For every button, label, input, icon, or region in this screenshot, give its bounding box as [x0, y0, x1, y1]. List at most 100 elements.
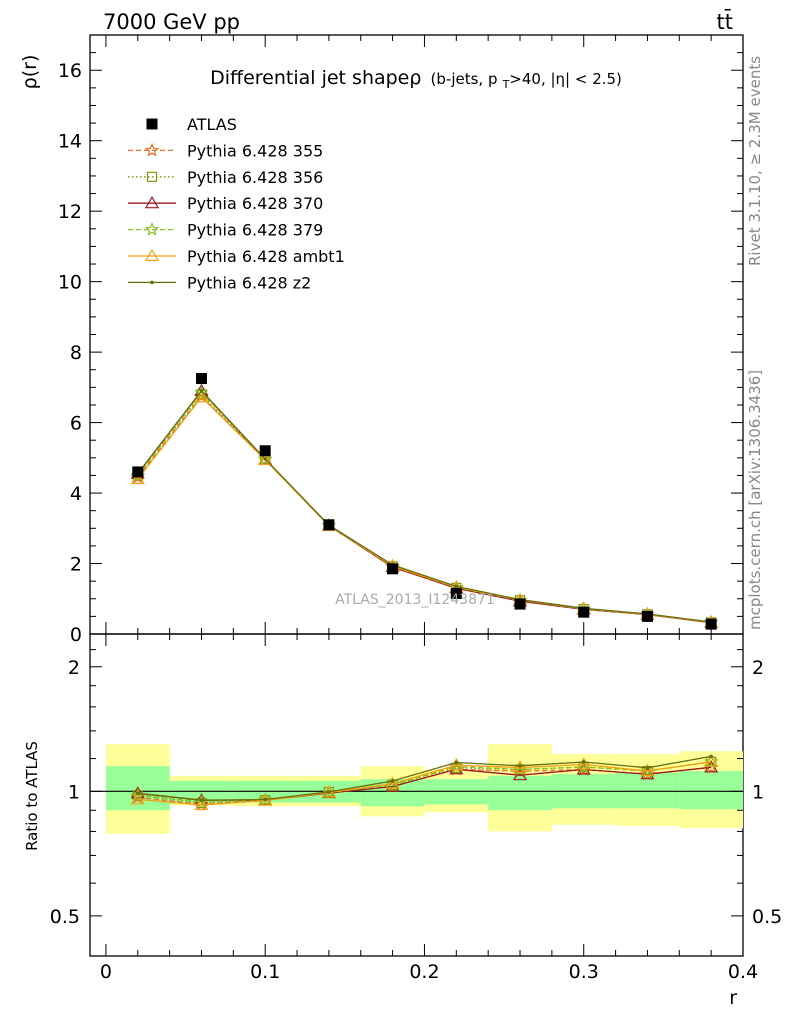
- data-point: [641, 610, 653, 622]
- x-tick-label: 0.4: [728, 961, 758, 983]
- chart-title-main: Differential jet shapeρ: [210, 67, 421, 89]
- y-tick-label: 2: [70, 554, 82, 576]
- series-marker-ratio: [130, 792, 145, 805]
- series-marker-main: [263, 457, 267, 461]
- legend-marker: [144, 142, 160, 157]
- x-tick-label: 0: [100, 961, 112, 983]
- y-tick-label: 16: [58, 60, 82, 82]
- data-point: [450, 587, 462, 599]
- y-tick-label: 4: [70, 483, 82, 505]
- header-left: 7000 GeV pp: [103, 10, 240, 34]
- main-panel: 0 2 4 6 8 10 12 14 16: [58, 34, 744, 646]
- legend-label: Pythia 6.428 356: [187, 168, 323, 187]
- data-point: [132, 466, 144, 478]
- data-point: [387, 563, 399, 575]
- series-marker-ratio: [454, 760, 459, 765]
- side-label-mcplots: mcplots.cern.ch [arXiv:1306.3436]: [746, 370, 764, 630]
- series-marker-ratio: [512, 760, 528, 773]
- header-right: tt̄: [717, 9, 733, 34]
- series-line-ratio: [137, 755, 712, 801]
- series-marker-ratio: [327, 790, 331, 794]
- series-marker-main: [130, 471, 145, 485]
- legend: ATLAS Pythia 6.428 355 Pythia 6.428 356 Pyt…: [128, 115, 345, 292]
- series-marker-ratio: [576, 757, 591, 770]
- y-tick-label: 8: [70, 342, 82, 364]
- ratio-tick-label-left: 1: [68, 781, 80, 803]
- ratio-tick-label-right: 0.5: [752, 906, 782, 928]
- series-marker-ratio: [640, 763, 655, 777]
- series-line-ratio: [137, 761, 712, 803]
- data-point: [705, 618, 717, 630]
- ratio-band-stat: [615, 772, 680, 809]
- series-marker-main: [199, 389, 204, 393]
- x-tick-label: 0.1: [250, 961, 280, 983]
- series-line-main: [137, 393, 712, 624]
- chart-title-sub: (b-jets, p: [431, 70, 498, 88]
- ratio-panel: 0 0.1 0.2 0.3 0.4 0.5 0.5 1 1 2 2: [50, 633, 782, 983]
- legend-marker: [144, 195, 160, 209]
- data-point: [578, 606, 590, 618]
- series-marker-ratio: [640, 763, 655, 778]
- y-axis-label: ρ(r): [19, 55, 41, 90]
- legend-label: Pythia 6.428 370: [187, 194, 323, 213]
- legend-marker: [144, 222, 160, 236]
- series-marker-main: [258, 451, 273, 466]
- ratio-tick-label-left: 2: [68, 657, 80, 679]
- legend-label: Pythia 6.428 ambt1: [187, 247, 345, 266]
- series-line-main: [137, 389, 712, 623]
- series-marker-ratio: [263, 797, 267, 802]
- x-axis-label: r: [729, 987, 737, 1009]
- y-tick-label: 0: [70, 624, 82, 646]
- legend-label: Pythia 6.428 355: [187, 141, 323, 160]
- side-label-rivet: Rivet 3.1.10, ≥ 2.3M events: [746, 56, 764, 266]
- series-marker-ratio: [704, 754, 719, 767]
- legend-label: Pythia 6.428 379: [187, 221, 323, 240]
- series-marker-ratio: [194, 797, 209, 811]
- series-marker-main: [258, 452, 273, 466]
- legend-marker: [144, 248, 160, 262]
- data-point: [259, 445, 271, 457]
- subtitle-rest: >40, |η| < 2.5): [509, 70, 622, 88]
- series-marker-ratio: [709, 754, 713, 759]
- legend-marker: [146, 171, 158, 182]
- series-line-main: [137, 389, 712, 624]
- series-marker-main: [454, 584, 459, 589]
- series-marker-ratio: [390, 779, 395, 783]
- svg-text:Differential jet shapeρ: Differential jet shapeρ (b-jets, p T>40,…: [210, 67, 622, 91]
- series-marker-main: [194, 385, 209, 399]
- ratio-y-axis-label: Ratio to ATLAS: [23, 741, 41, 851]
- series-line-main: [137, 396, 712, 624]
- series-line-main: [137, 395, 712, 624]
- x-tick-label: 0.3: [569, 961, 599, 983]
- series-marker-ratio: [199, 798, 204, 803]
- ratio-tick-label-right: 1: [752, 781, 764, 803]
- ratio-tick-label-left: 0.5: [50, 906, 80, 928]
- series-marker-ratio: [703, 754, 719, 768]
- series-marker-ratio: [258, 792, 273, 806]
- legend-marker: [146, 118, 158, 130]
- x-tick-label: 0.2: [409, 961, 439, 983]
- y-tick-label: 12: [58, 201, 82, 223]
- ratio-band-stat: [679, 770, 743, 810]
- y-tick-label: 14: [58, 131, 82, 153]
- data-point: [514, 598, 526, 610]
- series-marker-main: [194, 390, 209, 403]
- y-tick-label: 10: [58, 272, 82, 294]
- data-point: [323, 519, 335, 531]
- series-marker-ratio: [449, 757, 464, 771]
- series-line-main: [137, 391, 712, 624]
- series-marker-ratio: [581, 760, 586, 764]
- chart-title: Differential jet shapeρ (b-jets, p T>40,…: [210, 67, 622, 91]
- watermark: ATLAS_2013_I1243871: [335, 592, 495, 608]
- ratio-band-stat: [488, 775, 552, 811]
- ratio-tick-label-right: 2: [752, 657, 764, 679]
- legend-marker: [150, 280, 154, 285]
- series-marker-ratio: [385, 776, 400, 789]
- series-line-ratio: [137, 761, 712, 806]
- ratio-band-stat: [169, 780, 234, 804]
- data-point: [195, 373, 207, 385]
- series-marker-ratio: [135, 791, 140, 796]
- y-tick-label: 6: [70, 413, 82, 435]
- legend-label: ATLAS: [187, 115, 237, 134]
